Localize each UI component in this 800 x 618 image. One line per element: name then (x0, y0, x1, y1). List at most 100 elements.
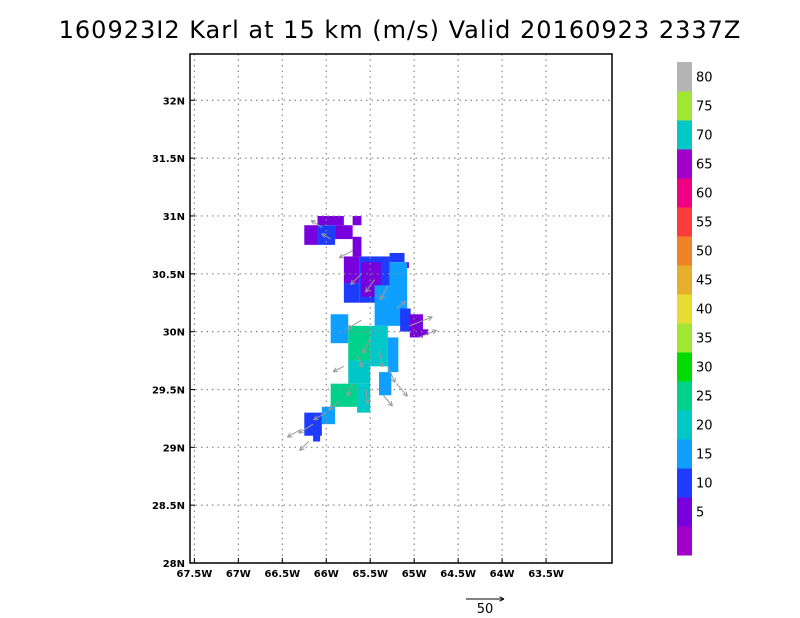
field-cell (317, 225, 336, 245)
wind-vector (365, 279, 376, 293)
x-tick-label: 66.5W (264, 569, 300, 580)
x-tick-label: 65.5W (352, 569, 388, 580)
colorbar-label: 10 (696, 477, 713, 492)
field-cell (343, 256, 360, 284)
colorbar-swatch (677, 120, 692, 150)
x-tick-label: 67.5W (177, 569, 213, 580)
field-cell (317, 215, 344, 226)
field-cell (352, 236, 362, 257)
colorbar-label: 65 (696, 158, 713, 173)
wind-vector (396, 383, 408, 397)
colorbar-swatch (677, 207, 692, 237)
colorbar-label: 40 (696, 303, 713, 318)
colorbar-swatch (677, 468, 692, 498)
field-cell (348, 360, 371, 384)
wind-vector (356, 354, 364, 368)
y-tick-label: 30.5N (152, 270, 185, 281)
field-cell (379, 372, 392, 396)
colorbar-swatch (677, 439, 692, 469)
x-tick-label: 66W (314, 569, 339, 580)
y-tick-label: 28.5N (152, 501, 185, 512)
axis-ticks: 67.5W 67W 66.5W 66W 65.5W 65W 64.5W 64W 63.5W 28N… (152, 96, 564, 580)
wind-vector (299, 441, 310, 452)
field-cell (313, 434, 321, 442)
y-tick-label: 30N (163, 328, 185, 339)
field-cell (335, 225, 353, 240)
field-cell (343, 283, 360, 303)
colorbar-swatch (677, 352, 692, 382)
colorbar-label: 30 (696, 361, 713, 376)
colorbar-label: 75 (696, 100, 713, 115)
reference-vector-label: 50 (477, 602, 494, 617)
field-cell (389, 252, 405, 263)
field-cell (389, 262, 408, 321)
colorbar-label: 80 (696, 71, 713, 86)
wind-vector (378, 348, 385, 368)
colorbar-swatch (677, 149, 692, 179)
wind-vector (380, 285, 389, 301)
colorbar-label: 25 (696, 390, 713, 405)
wind-vector (396, 300, 407, 309)
colorbar-label: 5 (696, 506, 704, 521)
wind-speed-field (304, 215, 429, 442)
colorbar-swatch (677, 323, 692, 353)
field-cell (387, 337, 399, 373)
field-cell (357, 383, 371, 413)
wind-vector (310, 219, 323, 228)
wind-vector (346, 383, 354, 397)
colorbar-label: 55 (696, 216, 713, 231)
reference-arrow (466, 596, 505, 602)
colorbar-label: 20 (696, 419, 713, 434)
colorbar-label: 15 (696, 448, 713, 463)
field-cell (330, 383, 358, 407)
x-tick-label: 67W (226, 569, 251, 580)
grid-lines (190, 54, 612, 564)
colorbar-swatch (677, 236, 692, 266)
wind-vector (286, 429, 301, 438)
x-tick-label: 63.5W (528, 569, 564, 580)
wind-vector (328, 400, 340, 411)
y-tick-label: 29N (163, 443, 185, 454)
field-cell (321, 406, 336, 425)
colorbar-label: 45 (696, 274, 713, 289)
x-tick-label: 64.5W (440, 569, 476, 580)
y-tick-label: 31N (163, 212, 185, 223)
colorbar-swatch (677, 91, 692, 121)
x-tick-label: 65W (402, 569, 427, 580)
colorbar-swatch (677, 526, 692, 556)
wind-vector (362, 337, 371, 355)
colorbar-label: 70 (696, 129, 713, 144)
wind-vector (409, 316, 433, 327)
field-cell (330, 314, 349, 344)
wind-vector (332, 365, 345, 373)
colorbar-label: 60 (696, 187, 713, 202)
wind-vector (313, 412, 327, 421)
y-tick-label: 29.5N (152, 385, 185, 396)
field-cell (370, 325, 388, 367)
reference-vector: 50 (466, 596, 505, 617)
colorbar-swatch (677, 381, 692, 411)
field-cell (400, 308, 411, 332)
field-cell (304, 225, 318, 245)
field-cell (422, 329, 429, 336)
chart-title: 160923I2 Karl at 15 km (m/s) Valid 20160… (58, 16, 742, 44)
wind-vector (321, 233, 331, 240)
wind-vector (298, 423, 314, 434)
x-tick-label: 64W (490, 569, 515, 580)
colorbar-swatch (677, 178, 692, 208)
colorbar: 5 10 15 20 25 30 35 40 45 50 55 60 65 70 75 80 (677, 62, 713, 556)
colorbar-swatch (677, 497, 692, 527)
colorbar-label: 35 (696, 332, 713, 347)
wind-vector (418, 329, 437, 338)
colorbar-label: 50 (696, 245, 713, 260)
plot-frame (189, 53, 613, 564)
wind-vector (383, 394, 393, 407)
colorbar-swatch (677, 294, 692, 324)
wind-vector (346, 319, 362, 330)
y-tick-label: 32N (163, 96, 185, 107)
field-cell (352, 215, 362, 226)
y-tick-label: 28N (163, 559, 185, 570)
colorbar-swatch (677, 410, 692, 440)
colorbar-swatch (677, 62, 692, 92)
